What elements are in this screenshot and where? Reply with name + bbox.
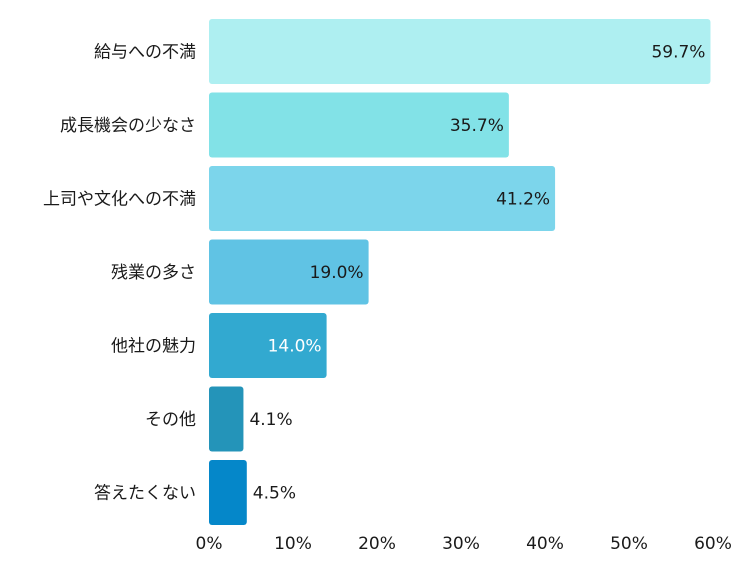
value-label-4: 19.0% (310, 263, 364, 283)
category-label-3: 上司や文化への不満 (43, 190, 196, 210)
x-tick-label-20: 20% (358, 534, 396, 554)
category-label-6: その他 (145, 410, 196, 430)
category-label-2: 成長機会の少なさ (60, 116, 196, 136)
x-tick-label-60: 60% (694, 534, 732, 554)
x-tick-label-30: 30% (442, 534, 480, 554)
bar-2 (209, 92, 509, 158)
value-label-2: 35.7% (450, 116, 504, 136)
bar-6 (209, 386, 244, 452)
x-tick-label-40: 40% (526, 534, 564, 554)
bars-group (209, 19, 711, 525)
category-label-4: 残業の多さ (111, 263, 196, 283)
category-labels: 給与への不満成長機会の少なさ上司や文化への不満残業の多さ他社の魅力その他答えたく… (43, 43, 196, 504)
category-label-5: 他社の魅力 (111, 337, 196, 357)
category-label-1: 給与への不満 (94, 43, 196, 63)
bar-3 (209, 166, 556, 231)
x-axis-tick-labels: 0% 10% 20% 30% 40% 50% 60% (196, 534, 732, 554)
category-label-7: 答えたくない (94, 484, 196, 504)
value-label-3: 41.2% (496, 190, 550, 210)
bar-1 (209, 19, 711, 84)
bar-7 (209, 460, 247, 525)
x-tick-label-50: 50% (610, 534, 648, 554)
x-tick-label-0: 0% (196, 534, 223, 554)
value-labels: 59.7% 35.7% 41.2% 19.0% 14.0% 4.1% 4.5% (249, 43, 705, 504)
value-label-6: 4.1% (249, 410, 292, 430)
value-label-5: 14.0% (268, 337, 322, 357)
value-label-1: 59.7% (651, 43, 705, 63)
value-label-7: 4.5% (253, 484, 296, 504)
x-tick-label-10: 10% (274, 534, 312, 554)
bar-5 (209, 313, 327, 378)
bar-4 (209, 239, 369, 305)
